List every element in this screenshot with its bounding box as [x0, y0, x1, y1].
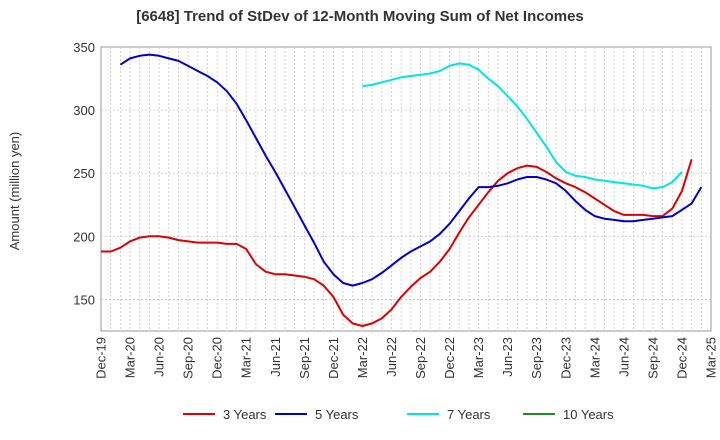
x-tick-label: Mar-24 [587, 337, 602, 378]
x-tick-label: Dec-19 [94, 337, 109, 379]
legend-label: 5 Years [315, 407, 359, 422]
y-tick-label: 250 [73, 166, 95, 181]
horizontal-gridlines [101, 109, 711, 300]
y-tick-label: 300 [73, 103, 95, 118]
x-tick-label: Sep-24 [645, 337, 660, 379]
x-tick-label: Dec-24 [674, 337, 689, 379]
x-tick-label: Jun-23 [500, 337, 515, 377]
plot-area-background [100, 46, 712, 332]
x-tick-label: Mar-23 [471, 337, 486, 378]
y-tick-label: 350 [73, 40, 95, 55]
x-tick-label: Sep-21 [297, 337, 312, 379]
x-axis-tick-labels: Dec-19 Mar-20 Jun-20 Sep-20 Dec-20 Mar-21 Jun-… [94, 337, 719, 379]
x-tick-label: Sep-20 [181, 337, 196, 379]
x-tick-label: Dec-21 [326, 337, 341, 379]
x-tick-label: Dec-23 [558, 337, 573, 379]
x-tick-label: Sep-23 [529, 337, 544, 379]
x-tick-label: Dec-22 [442, 337, 457, 379]
x-tick-label: Jun-22 [384, 337, 399, 377]
y-tick-label: 200 [73, 229, 95, 244]
series-line-3-years [101, 159, 693, 327]
series-line-7-years [362, 62, 683, 190]
y-axis-tick-labels: 150 200 250 300 350 [73, 40, 95, 307]
x-tick-label: Jun-20 [152, 337, 167, 377]
x-tick-label: Mar-22 [355, 337, 370, 378]
y-axis-label: Amount (million yen) [7, 132, 22, 251]
legend-label: 10 Years [563, 407, 614, 422]
x-tick-label: Dec-20 [210, 337, 225, 379]
series-line-5-years [119, 53, 703, 287]
y-tick-label: 150 [73, 292, 95, 307]
x-tick-label: Mar-21 [239, 337, 254, 378]
legend-label: 3 Years [223, 407, 267, 422]
chart-title: [6648] Trend of StDev of 12-Month Moving… [136, 8, 584, 25]
x-tick-label: Jun-24 [616, 337, 631, 377]
x-tick-label: Sep-22 [413, 337, 428, 379]
legend-label: 7 Years [447, 407, 491, 422]
series-lines [101, 53, 703, 327]
x-tick-label: Mar-20 [123, 337, 138, 378]
x-tick-label: Mar-25 [704, 337, 719, 378]
x-tick-label: Jun-21 [268, 337, 283, 377]
legend: 3 Years 5 Years 7 Years 10 Years [183, 407, 614, 422]
